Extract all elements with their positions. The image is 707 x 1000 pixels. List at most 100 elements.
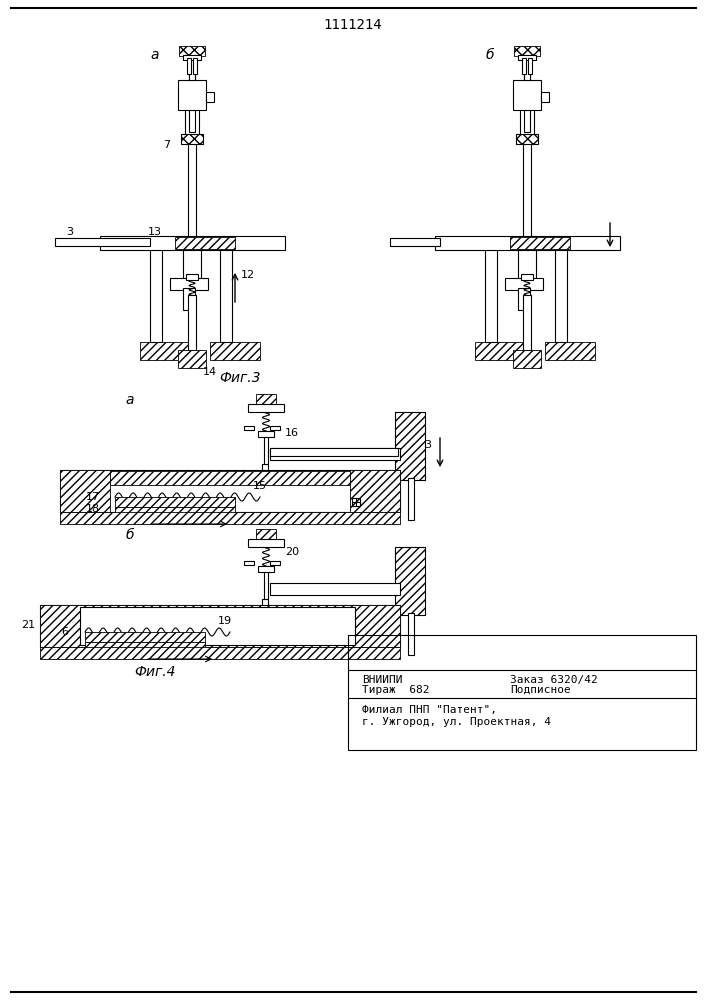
Bar <box>188 295 196 350</box>
Bar <box>55 238 150 246</box>
Bar <box>60 512 400 524</box>
Bar <box>518 288 530 310</box>
Text: Фиг.3: Фиг.3 <box>219 371 261 385</box>
Bar <box>518 250 536 280</box>
Bar <box>523 295 531 350</box>
Bar <box>545 342 595 360</box>
Bar <box>100 236 285 250</box>
Text: 3: 3 <box>424 440 431 450</box>
Bar <box>528 58 532 74</box>
Bar <box>256 529 276 541</box>
Bar <box>115 507 235 519</box>
Bar <box>524 55 530 80</box>
Text: 15: 15 <box>253 481 267 491</box>
Text: 14: 14 <box>203 367 217 377</box>
Bar <box>520 101 534 136</box>
Bar <box>189 55 195 80</box>
Bar <box>395 547 425 615</box>
Bar <box>264 434 268 464</box>
Bar <box>210 342 260 360</box>
Bar <box>258 566 274 572</box>
Bar <box>206 92 214 102</box>
Bar <box>352 498 360 506</box>
Bar <box>40 647 400 659</box>
Text: 18: 18 <box>86 504 100 514</box>
Bar <box>541 92 549 102</box>
Bar <box>270 426 280 430</box>
Bar <box>521 274 533 280</box>
Text: 13: 13 <box>148 227 162 237</box>
Bar <box>524 72 530 132</box>
Text: 16: 16 <box>285 428 299 438</box>
Bar <box>408 613 414 655</box>
Text: а: а <box>126 393 134 407</box>
Bar <box>183 250 201 280</box>
Bar <box>150 247 162 342</box>
Bar <box>248 404 284 412</box>
Bar <box>555 247 567 342</box>
Bar <box>395 412 425 480</box>
Text: 17: 17 <box>86 492 100 502</box>
Text: Заказ 6320/42: Заказ 6320/42 <box>510 675 597 685</box>
Bar <box>505 278 543 290</box>
Bar <box>350 470 400 512</box>
Text: ВНИИПИ: ВНИИПИ <box>362 675 402 685</box>
Bar <box>518 55 536 60</box>
Bar <box>183 55 201 60</box>
Bar <box>262 599 268 605</box>
Bar <box>85 642 205 654</box>
Bar <box>178 80 206 110</box>
Text: г. Ужгород, ул. Проектная, 4: г. Ужгород, ул. Проектная, 4 <box>362 717 551 727</box>
Bar <box>270 561 280 565</box>
Bar <box>60 470 400 512</box>
Bar <box>187 58 191 74</box>
Bar <box>270 448 400 460</box>
Bar <box>170 278 208 290</box>
Bar <box>189 72 195 132</box>
Bar <box>115 497 235 507</box>
Text: Фиг.4: Фиг.4 <box>134 665 176 679</box>
Bar <box>523 136 531 236</box>
Text: 20: 20 <box>285 547 299 557</box>
Bar <box>348 635 696 750</box>
Text: 19: 19 <box>218 616 232 626</box>
Bar <box>175 237 235 249</box>
Bar <box>262 464 268 470</box>
Bar <box>258 431 274 437</box>
Text: б: б <box>486 48 494 62</box>
Bar <box>513 350 541 368</box>
Text: 21: 21 <box>21 620 35 630</box>
Bar <box>179 46 205 56</box>
Bar <box>181 134 203 144</box>
Text: Тираж  682: Тираж 682 <box>362 685 429 695</box>
Bar <box>435 236 620 250</box>
Text: Филиал ПНП "Патент",: Филиал ПНП "Патент", <box>362 705 497 715</box>
Bar <box>80 607 355 645</box>
Bar <box>244 426 254 430</box>
Text: 3: 3 <box>66 227 74 237</box>
Bar <box>395 412 425 480</box>
Bar <box>256 394 276 406</box>
Text: 12: 12 <box>241 270 255 280</box>
Bar <box>395 547 425 615</box>
Bar <box>110 471 350 485</box>
Bar <box>475 342 525 360</box>
Bar <box>85 632 205 642</box>
Bar <box>270 583 400 595</box>
Bar <box>185 101 199 136</box>
Bar <box>220 247 232 342</box>
Bar <box>510 237 570 249</box>
Bar <box>248 539 284 547</box>
Bar <box>193 58 197 74</box>
Text: 6: 6 <box>62 627 69 637</box>
Text: б: б <box>126 528 134 542</box>
Bar <box>183 288 195 310</box>
Bar <box>390 238 440 246</box>
Text: 7: 7 <box>163 140 170 150</box>
Bar <box>516 134 538 144</box>
Bar <box>186 274 198 280</box>
Bar <box>514 46 540 56</box>
Bar <box>408 478 414 520</box>
Bar <box>264 569 268 599</box>
Bar <box>188 136 196 236</box>
